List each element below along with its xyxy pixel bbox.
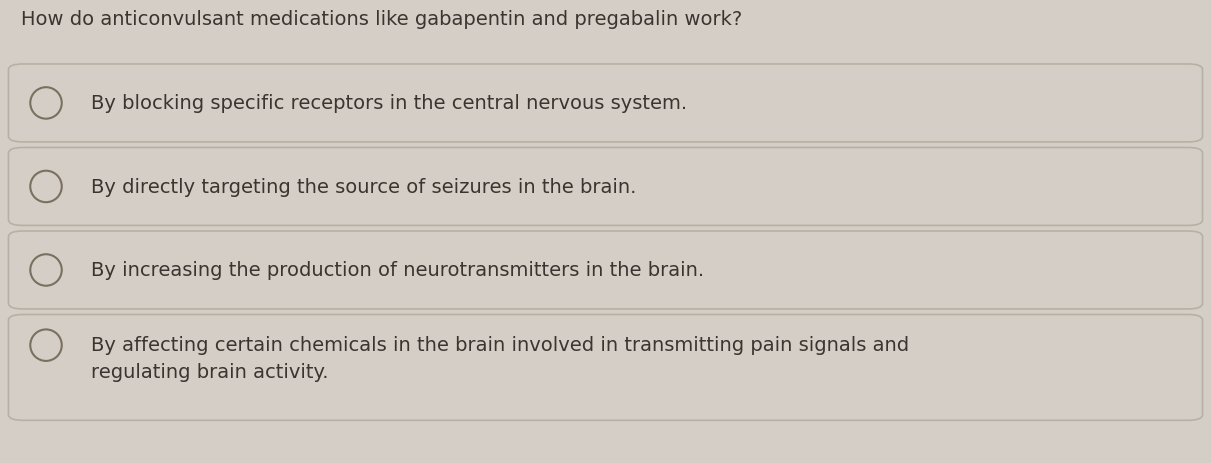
FancyBboxPatch shape bbox=[8, 65, 1203, 143]
Text: By directly targeting the source of seizures in the brain.: By directly targeting the source of seiz… bbox=[91, 178, 636, 196]
Text: By affecting certain chemicals in the brain involved in transmitting pain signal: By affecting certain chemicals in the br… bbox=[91, 335, 909, 381]
Text: By increasing the production of neurotransmitters in the brain.: By increasing the production of neurotra… bbox=[91, 261, 704, 280]
FancyBboxPatch shape bbox=[8, 232, 1203, 309]
Text: By blocking specific receptors in the central nervous system.: By blocking specific receptors in the ce… bbox=[91, 94, 687, 113]
FancyBboxPatch shape bbox=[8, 315, 1203, 420]
FancyBboxPatch shape bbox=[8, 148, 1203, 226]
Text: How do anticonvulsant medications like gabapentin and pregabalin work?: How do anticonvulsant medications like g… bbox=[21, 10, 742, 29]
